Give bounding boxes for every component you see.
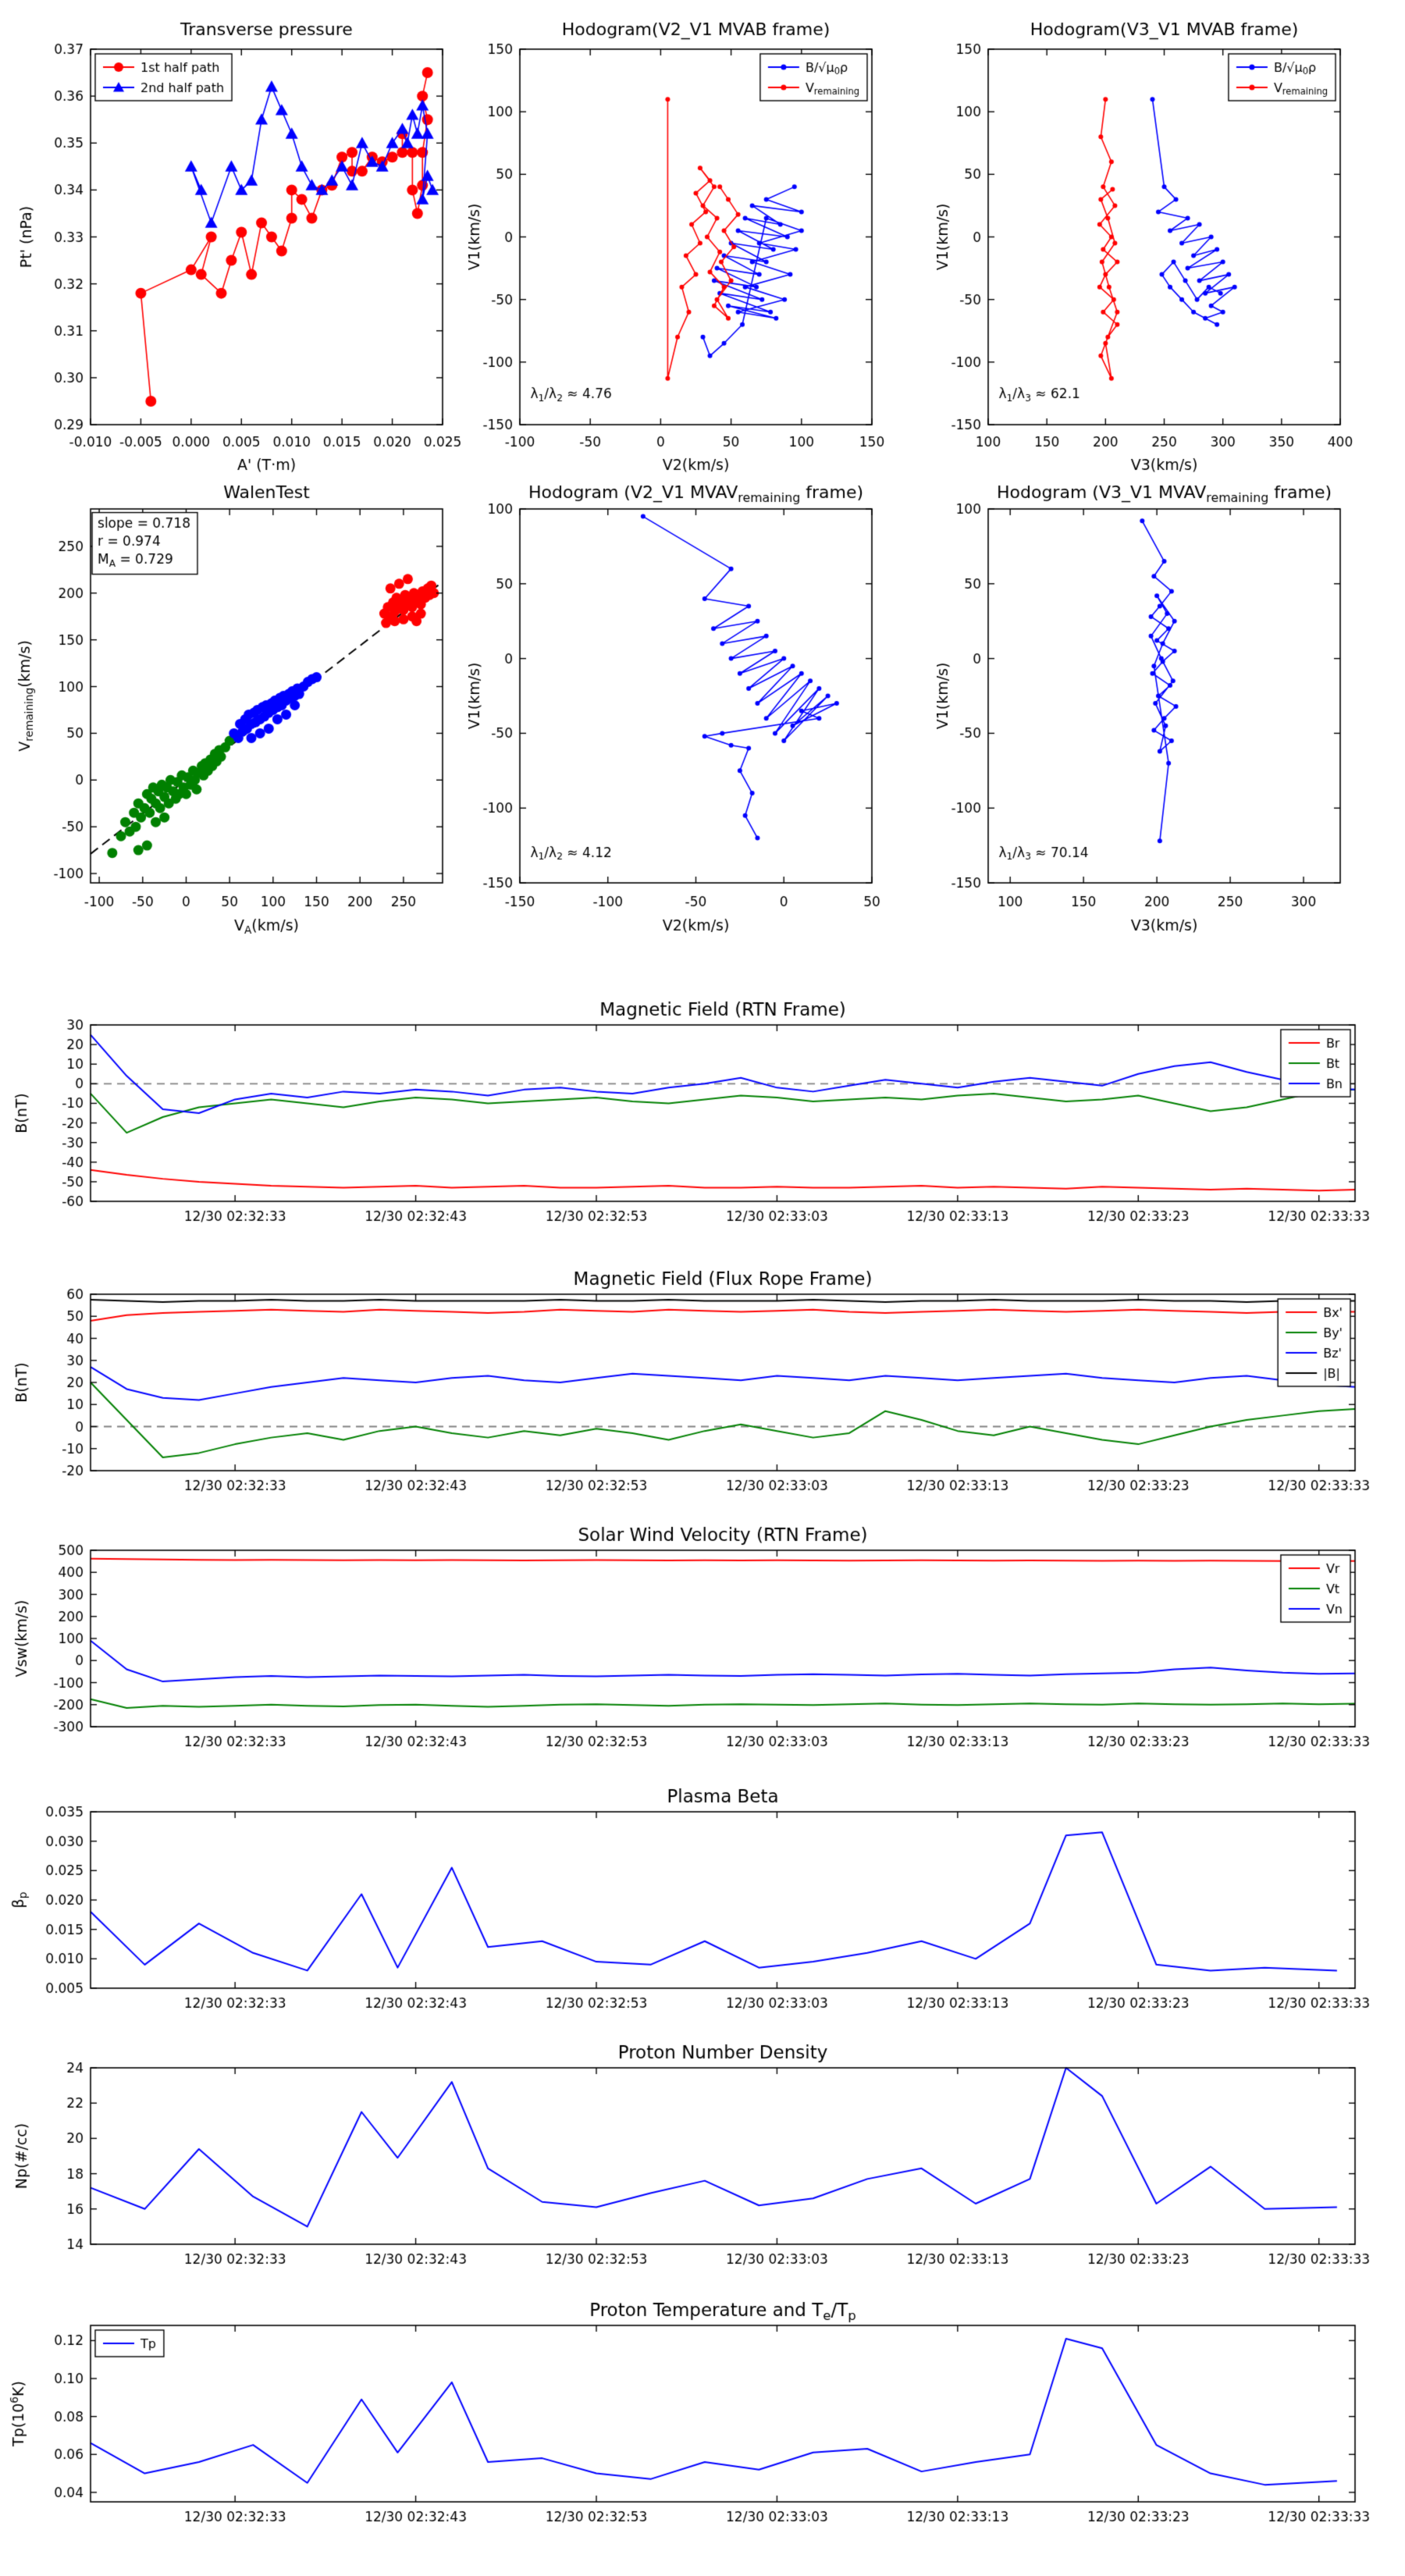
chart-hodogram-v2v1-mvab (468, 0, 937, 476)
chart-magnetic-field-rtn (0, 999, 1405, 1257)
chart-proton-temperature (0, 2300, 1405, 2557)
chart-hodogram-v3v1-mvav (937, 478, 1405, 962)
chart-walen-test (0, 478, 468, 962)
chart-magnetic-field-flux-rope (0, 1268, 1405, 1526)
chart-proton-density (0, 2042, 1405, 2300)
chart-hodogram-v3v1-mvab (937, 0, 1405, 476)
chart-solar-wind-velocity (0, 1525, 1405, 1782)
chart-plasma-beta (0, 1786, 1405, 2044)
chart-hodogram-v2v1-mvav (468, 478, 937, 962)
chart-transverse-pressure (0, 0, 468, 476)
